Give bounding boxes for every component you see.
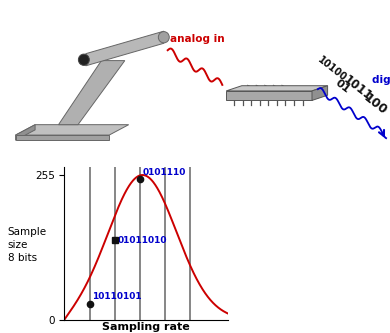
- Polygon shape: [226, 91, 312, 101]
- Text: 0101110: 0101110: [142, 168, 186, 177]
- Text: Sample
size
8 bits: Sample size 8 bits: [8, 226, 47, 263]
- Text: digital out: digital out: [372, 75, 390, 85]
- Polygon shape: [58, 61, 125, 125]
- Text: 01: 01: [333, 77, 352, 95]
- Ellipse shape: [78, 54, 89, 65]
- Polygon shape: [312, 86, 328, 101]
- Text: analog in: analog in: [170, 34, 224, 44]
- Text: 100: 100: [361, 91, 390, 117]
- Polygon shape: [16, 125, 35, 140]
- Polygon shape: [86, 31, 164, 66]
- Text: 10100: 10100: [316, 55, 349, 83]
- Text: 10110101: 10110101: [92, 292, 142, 301]
- Polygon shape: [16, 125, 129, 135]
- Text: 01011010: 01011010: [117, 236, 167, 245]
- Ellipse shape: [158, 32, 169, 43]
- Text: 1011: 1011: [341, 73, 375, 104]
- X-axis label: Sampling rate: Sampling rate: [102, 322, 190, 332]
- Polygon shape: [16, 135, 109, 140]
- Polygon shape: [226, 86, 328, 91]
